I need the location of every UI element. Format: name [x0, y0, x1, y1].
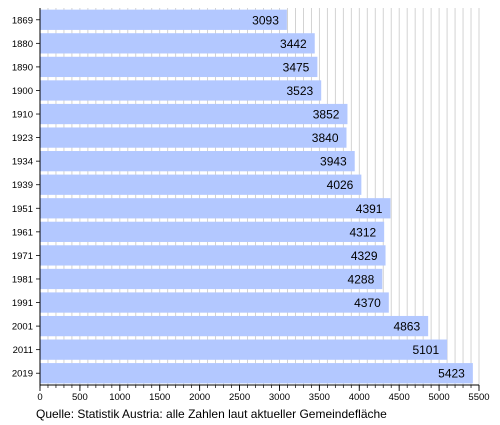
category-label: 2019 [12, 369, 33, 380]
category-label: 1890 [12, 62, 33, 73]
category-label: 1910 [12, 110, 33, 121]
category-label: 1981 [12, 274, 33, 285]
x-tick-label: 5500 [468, 392, 489, 403]
bar [40, 174, 362, 195]
bar-value-label: 4312 [349, 225, 376, 239]
bar-value-label: 5423 [438, 367, 465, 381]
bar-value-label: 4329 [351, 249, 378, 263]
bar [40, 151, 355, 172]
source-note: Quelle: Statistik Austria: alle Zahlen l… [36, 407, 387, 421]
bar-value-label: 3093 [252, 13, 279, 27]
bar [40, 363, 473, 384]
x-tick-label: 4000 [349, 392, 370, 403]
x-tick-label: 3500 [309, 392, 330, 403]
category-label: 1869 [12, 15, 33, 26]
bar [40, 339, 448, 360]
bar-value-label: 3840 [312, 131, 339, 145]
x-tick-label: 5000 [429, 392, 450, 403]
bar [40, 56, 318, 78]
category-label: 1923 [12, 133, 33, 144]
bar [40, 198, 391, 219]
x-tick-label: 0 [37, 392, 42, 403]
x-tick-label: 3000 [269, 392, 290, 403]
bar-value-label: 3523 [286, 84, 313, 98]
bar [40, 33, 315, 54]
bar [40, 9, 287, 30]
category-label: 1934 [12, 157, 33, 168]
bar-value-label: 4863 [393, 320, 420, 334]
category-label: 1971 [12, 251, 33, 262]
bar-value-label: 4391 [356, 202, 383, 216]
bar [40, 292, 389, 313]
bar-value-label: 3442 [280, 37, 307, 51]
category-label: 2011 [13, 345, 33, 356]
category-label: 1961 [12, 227, 33, 238]
axes: 1869 1880 1890 1900 1910 1923 1934 1939 1951 1961… [12, 8, 490, 403]
bar [40, 245, 386, 266]
bar [40, 315, 429, 337]
bar-value-label: 4370 [354, 296, 381, 310]
x-tick-label: 500 [72, 392, 88, 403]
bar [40, 103, 348, 125]
x-tick-label: 4500 [389, 392, 410, 403]
x-tick-label: 1500 [149, 392, 170, 403]
bar-value-label: 3852 [313, 108, 340, 122]
category-label: 1951 [12, 204, 33, 215]
bar-value-label: 4288 [348, 272, 375, 286]
bar [40, 80, 322, 101]
x-tick-label: 1000 [109, 392, 130, 403]
x-tick-label: 2500 [229, 392, 250, 403]
category-label: 1900 [12, 86, 33, 97]
bar-value-label: 5101 [412, 343, 439, 357]
bar-value-label: 3475 [283, 60, 310, 74]
bar [40, 221, 385, 242]
category-label: 1880 [12, 39, 33, 50]
x-tick-label: 2000 [189, 392, 210, 403]
category-label: 1939 [12, 180, 33, 191]
bar-value-label: 3943 [320, 155, 347, 169]
bar [40, 127, 347, 148]
bar [40, 268, 383, 290]
bar-value-label: 4026 [327, 178, 354, 192]
category-label: 1991 [12, 298, 33, 309]
category-label: 2001 [12, 322, 33, 333]
